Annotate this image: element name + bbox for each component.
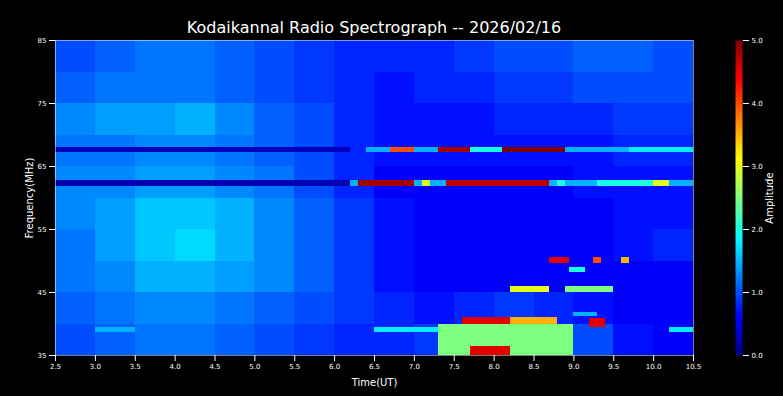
svg-text:6.5: 6.5 xyxy=(369,363,380,371)
svg-text:5.0: 5.0 xyxy=(752,37,763,45)
svg-text:3.0: 3.0 xyxy=(752,163,763,171)
svg-text:6.0: 6.0 xyxy=(329,363,340,371)
html-text:Kodaikannal Radio Spectrograph: Kodaikannal Radio Spectrograph -- 2026/0… xyxy=(186,18,562,37)
svg-text:7.0: 7.0 xyxy=(409,363,420,371)
svg-text:3.5: 3.5 xyxy=(130,363,141,371)
svg-text:7.5: 7.5 xyxy=(449,363,460,371)
svg-text:Time(UT): Time(UT) xyxy=(351,377,398,388)
svg-text:4.5: 4.5 xyxy=(209,363,220,371)
svg-text:45: 45 xyxy=(38,289,47,297)
svg-text:2.0: 2.0 xyxy=(752,226,763,234)
svg-text:35: 35 xyxy=(38,352,47,360)
svg-text:55: 55 xyxy=(38,226,47,234)
svg-text:4.0: 4.0 xyxy=(170,363,181,371)
svg-text:5.5: 5.5 xyxy=(289,363,300,371)
svg-text:Frequency(MHz): Frequency(MHz) xyxy=(24,157,35,238)
svg-text:2.5: 2.5 xyxy=(50,363,61,371)
svg-text:65: 65 xyxy=(38,163,47,171)
svg-text:3.0: 3.0 xyxy=(90,363,101,371)
svg-text:5.0: 5.0 xyxy=(249,363,260,371)
svg-text:85: 85 xyxy=(38,37,47,45)
svg-text:Amplitude: Amplitude xyxy=(764,172,775,223)
svg-text:1.0: 1.0 xyxy=(752,289,763,297)
svg-text:10.0: 10.0 xyxy=(646,363,662,371)
svg-text:0.0: 0.0 xyxy=(752,352,763,360)
svg-text:10.5: 10.5 xyxy=(686,363,702,371)
svg-text:8.0: 8.0 xyxy=(489,363,500,371)
svg-text:9.5: 9.5 xyxy=(608,363,619,371)
svg-text:4.0: 4.0 xyxy=(752,100,763,108)
svg-text:75: 75 xyxy=(38,100,47,108)
svg-text:8.5: 8.5 xyxy=(528,363,539,371)
svg-text:9.0: 9.0 xyxy=(568,363,579,371)
